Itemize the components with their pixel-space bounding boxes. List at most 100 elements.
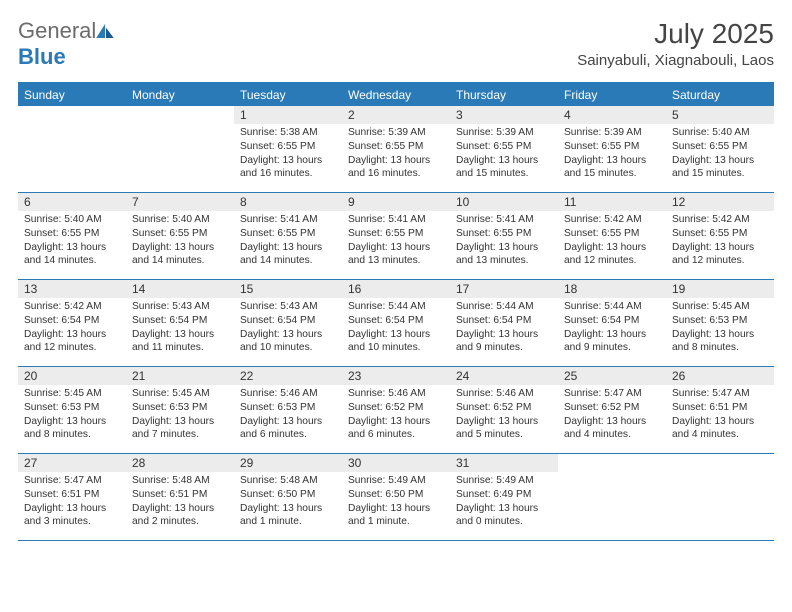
week-row: 13Sunrise: 5:42 AMSunset: 6:54 PMDayligh…: [18, 280, 774, 367]
day-number: 28: [126, 454, 234, 472]
logo: GeneralBlue: [18, 18, 114, 70]
day-number: 19: [666, 280, 774, 298]
weekday-header: Wednesday: [342, 84, 450, 106]
day-cell: 23Sunrise: 5:46 AMSunset: 6:52 PMDayligh…: [342, 367, 450, 453]
day-cell: 27Sunrise: 5:47 AMSunset: 6:51 PMDayligh…: [18, 454, 126, 540]
day-cell: 6Sunrise: 5:40 AMSunset: 6:55 PMDaylight…: [18, 193, 126, 279]
day-number: 9: [342, 193, 450, 211]
day-number: 1: [234, 106, 342, 124]
day-number: 23: [342, 367, 450, 385]
day-number: 5: [666, 106, 774, 124]
day-details: Sunrise: 5:39 AMSunset: 6:55 PMDaylight:…: [558, 124, 666, 185]
day-cell: 24Sunrise: 5:46 AMSunset: 6:52 PMDayligh…: [450, 367, 558, 453]
day-cell: 26Sunrise: 5:47 AMSunset: 6:51 PMDayligh…: [666, 367, 774, 453]
day-details: Sunrise: 5:41 AMSunset: 6:55 PMDaylight:…: [234, 211, 342, 272]
day-cell: 30Sunrise: 5:49 AMSunset: 6:50 PMDayligh…: [342, 454, 450, 540]
day-number: 30: [342, 454, 450, 472]
week-row: 27Sunrise: 5:47 AMSunset: 6:51 PMDayligh…: [18, 454, 774, 541]
day-number: 2: [342, 106, 450, 124]
day-cell: 1Sunrise: 5:38 AMSunset: 6:55 PMDaylight…: [234, 106, 342, 192]
weekday-header: Tuesday: [234, 84, 342, 106]
day-details: Sunrise: 5:39 AMSunset: 6:55 PMDaylight:…: [342, 124, 450, 185]
weekday-header: Thursday: [450, 84, 558, 106]
weekday-header: Sunday: [18, 84, 126, 106]
day-details: Sunrise: 5:43 AMSunset: 6:54 PMDaylight:…: [234, 298, 342, 359]
day-details: Sunrise: 5:46 AMSunset: 6:53 PMDaylight:…: [234, 385, 342, 446]
day-details: Sunrise: 5:48 AMSunset: 6:50 PMDaylight:…: [234, 472, 342, 533]
header: GeneralBlue July 2025 Sainyabuli, Xiagna…: [18, 18, 774, 70]
day-details: Sunrise: 5:41 AMSunset: 6:55 PMDaylight:…: [342, 211, 450, 272]
day-details: Sunrise: 5:45 AMSunset: 6:53 PMDaylight:…: [18, 385, 126, 446]
day-number: 13: [18, 280, 126, 298]
day-details: Sunrise: 5:46 AMSunset: 6:52 PMDaylight:…: [450, 385, 558, 446]
day-number: 6: [18, 193, 126, 211]
day-number: 4: [558, 106, 666, 124]
weekday-header: Monday: [126, 84, 234, 106]
day-cell: 4Sunrise: 5:39 AMSunset: 6:55 PMDaylight…: [558, 106, 666, 192]
logo-text: GeneralBlue: [18, 18, 114, 70]
title-block: July 2025 Sainyabuli, Xiagnabouli, Laos: [577, 18, 774, 69]
day-details: Sunrise: 5:40 AMSunset: 6:55 PMDaylight:…: [18, 211, 126, 272]
day-cell: [558, 454, 666, 540]
day-cell: [666, 454, 774, 540]
month-title: July 2025: [577, 18, 774, 50]
day-details: Sunrise: 5:49 AMSunset: 6:50 PMDaylight:…: [342, 472, 450, 533]
day-cell: 10Sunrise: 5:41 AMSunset: 6:55 PMDayligh…: [450, 193, 558, 279]
day-cell: 20Sunrise: 5:45 AMSunset: 6:53 PMDayligh…: [18, 367, 126, 453]
day-cell: 29Sunrise: 5:48 AMSunset: 6:50 PMDayligh…: [234, 454, 342, 540]
day-cell: 3Sunrise: 5:39 AMSunset: 6:55 PMDaylight…: [450, 106, 558, 192]
day-details: Sunrise: 5:44 AMSunset: 6:54 PMDaylight:…: [558, 298, 666, 359]
day-cell: 22Sunrise: 5:46 AMSunset: 6:53 PMDayligh…: [234, 367, 342, 453]
day-number: 21: [126, 367, 234, 385]
day-number: 3: [450, 106, 558, 124]
day-details: Sunrise: 5:47 AMSunset: 6:52 PMDaylight:…: [558, 385, 666, 446]
day-details: Sunrise: 5:40 AMSunset: 6:55 PMDaylight:…: [126, 211, 234, 272]
day-number: 22: [234, 367, 342, 385]
day-number: 29: [234, 454, 342, 472]
day-number: 14: [126, 280, 234, 298]
day-number: 25: [558, 367, 666, 385]
day-cell: 11Sunrise: 5:42 AMSunset: 6:55 PMDayligh…: [558, 193, 666, 279]
week-row: 6Sunrise: 5:40 AMSunset: 6:55 PMDaylight…: [18, 193, 774, 280]
day-cell: 7Sunrise: 5:40 AMSunset: 6:55 PMDaylight…: [126, 193, 234, 279]
day-cell: 31Sunrise: 5:49 AMSunset: 6:49 PMDayligh…: [450, 454, 558, 540]
weekday-header: Friday: [558, 84, 666, 106]
day-number: 24: [450, 367, 558, 385]
week-row: 20Sunrise: 5:45 AMSunset: 6:53 PMDayligh…: [18, 367, 774, 454]
day-cell: 28Sunrise: 5:48 AMSunset: 6:51 PMDayligh…: [126, 454, 234, 540]
logo-sail-icon: [96, 24, 114, 38]
calendar: SundayMondayTuesdayWednesdayThursdayFrid…: [18, 82, 774, 541]
day-details: Sunrise: 5:42 AMSunset: 6:55 PMDaylight:…: [666, 211, 774, 272]
day-cell: 15Sunrise: 5:43 AMSunset: 6:54 PMDayligh…: [234, 280, 342, 366]
day-details: Sunrise: 5:48 AMSunset: 6:51 PMDaylight:…: [126, 472, 234, 533]
day-cell: 12Sunrise: 5:42 AMSunset: 6:55 PMDayligh…: [666, 193, 774, 279]
day-number: 12: [666, 193, 774, 211]
day-details: Sunrise: 5:43 AMSunset: 6:54 PMDaylight:…: [126, 298, 234, 359]
day-number: 27: [18, 454, 126, 472]
day-number: 11: [558, 193, 666, 211]
logo-word-2: Blue: [18, 44, 66, 69]
day-cell: 8Sunrise: 5:41 AMSunset: 6:55 PMDaylight…: [234, 193, 342, 279]
day-cell: 16Sunrise: 5:44 AMSunset: 6:54 PMDayligh…: [342, 280, 450, 366]
location: Sainyabuli, Xiagnabouli, Laos: [577, 52, 774, 69]
day-number: 20: [18, 367, 126, 385]
logo-word-1: General: [18, 18, 96, 43]
day-number: 7: [126, 193, 234, 211]
day-cell: 5Sunrise: 5:40 AMSunset: 6:55 PMDaylight…: [666, 106, 774, 192]
day-cell: 2Sunrise: 5:39 AMSunset: 6:55 PMDaylight…: [342, 106, 450, 192]
day-number: 8: [234, 193, 342, 211]
day-cell: 25Sunrise: 5:47 AMSunset: 6:52 PMDayligh…: [558, 367, 666, 453]
day-cell: 18Sunrise: 5:44 AMSunset: 6:54 PMDayligh…: [558, 280, 666, 366]
day-number: 16: [342, 280, 450, 298]
weekday-header-row: SundayMondayTuesdayWednesdayThursdayFrid…: [18, 84, 774, 106]
day-number: 17: [450, 280, 558, 298]
day-details: Sunrise: 5:42 AMSunset: 6:54 PMDaylight:…: [18, 298, 126, 359]
day-number: 15: [234, 280, 342, 298]
day-number: 18: [558, 280, 666, 298]
day-details: Sunrise: 5:38 AMSunset: 6:55 PMDaylight:…: [234, 124, 342, 185]
day-cell: 21Sunrise: 5:45 AMSunset: 6:53 PMDayligh…: [126, 367, 234, 453]
weekday-header: Saturday: [666, 84, 774, 106]
day-details: Sunrise: 5:39 AMSunset: 6:55 PMDaylight:…: [450, 124, 558, 185]
day-details: Sunrise: 5:44 AMSunset: 6:54 PMDaylight:…: [342, 298, 450, 359]
day-cell: 19Sunrise: 5:45 AMSunset: 6:53 PMDayligh…: [666, 280, 774, 366]
